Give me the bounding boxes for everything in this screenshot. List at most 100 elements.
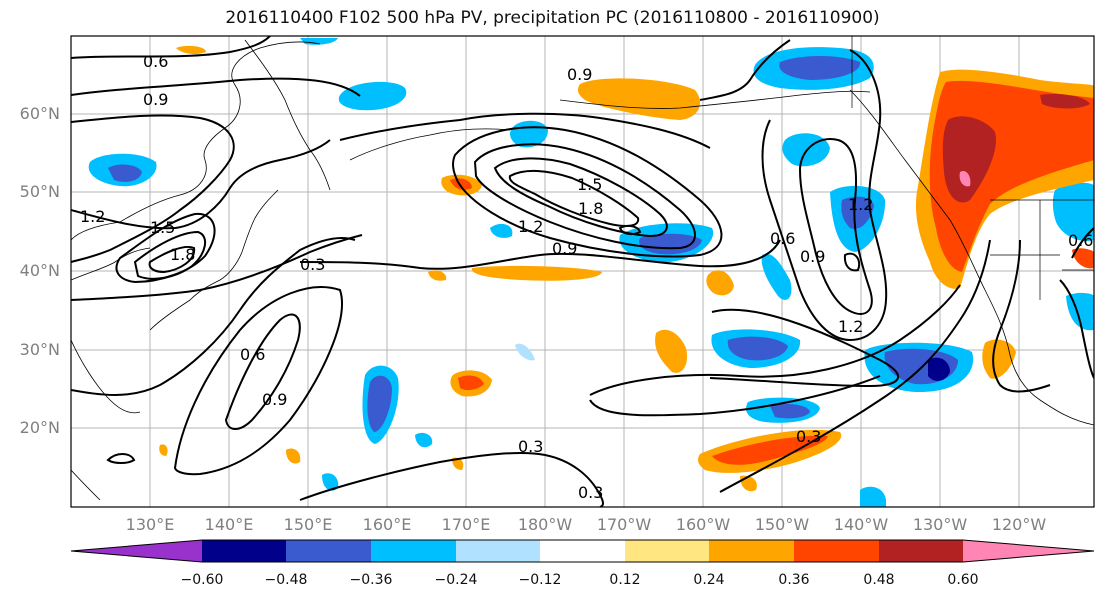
pv-contour (115, 212, 216, 284)
pv-contour (71, 237, 356, 396)
precip-blob (367, 375, 392, 432)
precip-blob (928, 357, 950, 381)
precip-blob (727, 336, 788, 361)
pv-contour (589, 375, 881, 417)
pv-contour (843, 252, 861, 272)
contour-label: 0.9 (552, 239, 577, 258)
colorbar-tick-label: −0.36 (349, 572, 393, 588)
pv-contour (133, 230, 207, 280)
longitude-label: 160°E (362, 515, 412, 534)
pv-contour (709, 308, 900, 388)
pv-contour (71, 139, 331, 230)
longitude-label: 170°W (596, 515, 652, 534)
contour-label: 1.2 (80, 207, 105, 226)
longitude-label: 120°W (991, 515, 1047, 534)
pv-contour (106, 453, 136, 464)
colorbar-tick-label: −0.12 (518, 572, 562, 588)
longitude-label: 160°W (675, 515, 731, 534)
longitude-label: 150°W (754, 515, 810, 534)
precip-blob (706, 270, 734, 296)
pv-contour (224, 313, 301, 430)
contour-label: 0.6 (143, 52, 168, 71)
precip-blob (841, 196, 874, 229)
contour-label: 0.6 (770, 229, 795, 248)
colorbar-segment (794, 540, 879, 562)
precip-blob (452, 457, 464, 470)
coastline-alaska (559, 90, 871, 109)
contour-label: 1.2 (518, 217, 543, 236)
colorbar-tick-label: −0.60 (180, 572, 224, 588)
colorbar-segment-extend-high (963, 540, 1094, 562)
colorbar (70, 539, 1095, 563)
precip-blob (860, 486, 886, 507)
pv-contour (148, 246, 196, 274)
precip-blob (515, 343, 535, 361)
colorbar-tick-label: 0.24 (693, 572, 725, 588)
pv-contour (71, 77, 361, 97)
precip-blob (490, 223, 513, 238)
precip-positive-shading (159, 45, 1094, 492)
precip-blob (322, 473, 339, 491)
colorbar-segment (879, 540, 963, 562)
contour-label: 0.6 (240, 345, 265, 364)
pv-contour (589, 284, 961, 396)
contour-label: 0.9 (143, 90, 168, 109)
pv-contour (71, 114, 235, 263)
precip-blob (286, 448, 301, 464)
precip-blob (779, 56, 861, 80)
precip-blob (338, 81, 407, 111)
precip-blob (639, 233, 702, 255)
colorbar-segment (202, 540, 286, 562)
pv-contour (299, 451, 604, 507)
precip-blob (655, 329, 688, 373)
contour-label: 0.9 (800, 247, 825, 266)
pv-contour (618, 224, 642, 236)
colorbar-tick-label: −0.48 (264, 572, 308, 588)
precip-blob (108, 164, 142, 182)
longitude-label: 150°E (283, 515, 333, 534)
latitude-label: 40°N (19, 261, 60, 280)
contour-label: 0.3 (300, 255, 325, 274)
precip-blob (428, 270, 447, 281)
colorbar-segment (540, 540, 625, 562)
contour-label: 0.3 (578, 483, 603, 502)
pv-contour (719, 239, 991, 493)
coastlines (71, 39, 1094, 501)
map-frame (70, 35, 1095, 508)
colorbar-segment (371, 540, 456, 562)
coastline-kamchatka (244, 39, 331, 191)
coastline-philippines (71, 469, 101, 501)
precip-blob (1052, 182, 1094, 242)
pv-contour (992, 239, 1051, 393)
political-borders (851, 36, 1094, 300)
contour-label: 0.9 (567, 65, 592, 84)
latitude-label: 20°N (19, 418, 60, 437)
contour-label: 0.6 (1068, 231, 1093, 250)
colorbar-tick-label: −0.24 (434, 572, 478, 588)
map-title: 2016110400 F102 500 hPa PV, precipitatio… (225, 8, 880, 28)
colorbar-tick-label: 0.60 (947, 572, 979, 588)
pv-contours (71, 36, 1094, 507)
colorbar-outline (70, 539, 1095, 563)
precip-blob (1040, 94, 1090, 109)
precip-blob (712, 435, 828, 465)
contour-labels: 0.6 0.9 1.2 1.5 1.8 0.3 0.6 0.9 0.9 1.5 … (80, 52, 1093, 502)
precip-blob (1072, 248, 1094, 269)
latitude-label: 30°N (19, 340, 60, 359)
precip-blob (770, 404, 810, 419)
colorbar-segment (286, 540, 371, 562)
longitude-label: 170°E (441, 515, 491, 534)
coastline-japan (149, 189, 279, 331)
colorbar-segment (456, 540, 540, 562)
pv-contour (473, 143, 696, 250)
colorbar-tick-label: 0.36 (778, 572, 810, 588)
pv-contour (761, 49, 888, 342)
pv-contour (1059, 279, 1094, 379)
precip-blob (982, 339, 1016, 379)
pv-contour (1071, 227, 1094, 259)
contour-label: 1.8 (170, 245, 195, 264)
pv-contour (71, 234, 363, 301)
precip-blob (450, 178, 472, 190)
precip-blob (176, 45, 206, 55)
